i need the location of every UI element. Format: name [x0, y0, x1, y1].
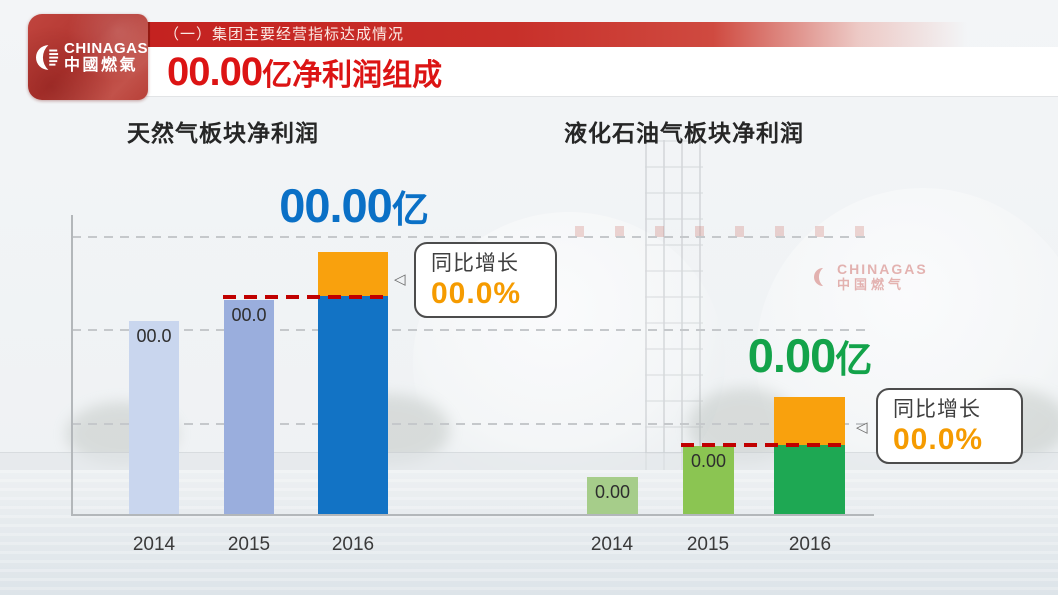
base-segment [774, 445, 845, 514]
reference-dashed-line [223, 295, 389, 299]
y-axis-line [71, 215, 73, 516]
stacked-bar-lpg-2016 [774, 397, 845, 514]
callout-growth-label: 同比增长 [893, 398, 981, 421]
bar-value-label: 0.00 [690, 451, 727, 471]
bar-value-label: 0.00 [594, 482, 631, 502]
pipe-bridge-shape [575, 226, 875, 237]
base-segment [318, 296, 388, 514]
brand-name-cn: 中國燃氣 [63, 56, 138, 74]
x-axis-year-label: 2014 [132, 534, 176, 555]
callout-pointer-icon: ◁ [856, 419, 868, 436]
growth-callout-lpg: 同比增长 00.0% [876, 388, 1023, 464]
bar-natural-gas-2014: 00.0 [129, 321, 179, 514]
chinagas-logo-icon [36, 44, 59, 70]
x-axis-year-label: 2016 [331, 534, 375, 555]
bar-value-label: 00.0 [231, 305, 267, 325]
gridline [72, 329, 867, 331]
bar-value-label: 00.0 [136, 326, 172, 346]
background-watermark-logo: CHINAGAS 中国燃气 [814, 262, 928, 292]
gridline [72, 236, 867, 238]
growth-segment [318, 252, 388, 296]
title-strip [146, 47, 1058, 97]
callout-growth-value: 00.0% [893, 423, 984, 456]
callout-growth-value: 00.0% [431, 277, 522, 310]
x-axis-year-label: 2015 [686, 534, 730, 555]
brand-logo: CHINAGAS 中國燃氣 [28, 14, 148, 100]
total-value-lpg: 0.00 亿 [715, 331, 905, 382]
total-value-natural-gas: 00.00 亿 [248, 181, 460, 232]
chinagas-watermark-icon [814, 268, 823, 286]
stacked-bar-natural-gas-2016 [318, 252, 388, 514]
total-number: 0.00 [747, 329, 836, 382]
x-axis-line [71, 514, 874, 516]
brand-name-en: CHINAGAS [63, 39, 148, 57]
section-banner: （一）集团主要经营指标达成情况 [146, 22, 1058, 47]
page-title-number: 00.00 [167, 50, 263, 94]
section-title-natural-gas: 天然气板块净利润 [127, 120, 319, 146]
gridline [72, 423, 867, 425]
growth-segment [774, 397, 845, 445]
section-banner-label: （一）集团主要经营指标达成情况 [164, 26, 405, 43]
total-unit: 亿 [391, 189, 429, 230]
bar-lpg-2015: 0.00 [683, 446, 734, 514]
section-title-lpg: 液化石油气板块净利润 [564, 120, 804, 146]
watermark-brand-en: CHINAGAS [837, 261, 928, 277]
callout-pointer-icon: ◁ [394, 271, 406, 288]
x-axis-year-label: 2014 [590, 534, 634, 555]
page-title: 00.00 亿净利润组成 [167, 47, 442, 97]
x-axis-year-label: 2015 [227, 534, 271, 555]
bar-lpg-2014: 0.00 [587, 477, 638, 514]
reference-dashed-line [681, 443, 847, 447]
page-title-suffix: 亿净利润组成 [262, 59, 443, 92]
bar-natural-gas-2015: 00.0 [224, 300, 274, 514]
total-unit: 亿 [835, 339, 873, 380]
growth-callout-natural-gas: 同比增长 00.0% [414, 242, 557, 318]
callout-growth-label: 同比增长 [431, 252, 519, 275]
x-axis-year-label: 2016 [788, 534, 832, 555]
watermark-brand-cn: 中国燃气 [837, 277, 906, 292]
total-number: 00.00 [279, 179, 393, 232]
